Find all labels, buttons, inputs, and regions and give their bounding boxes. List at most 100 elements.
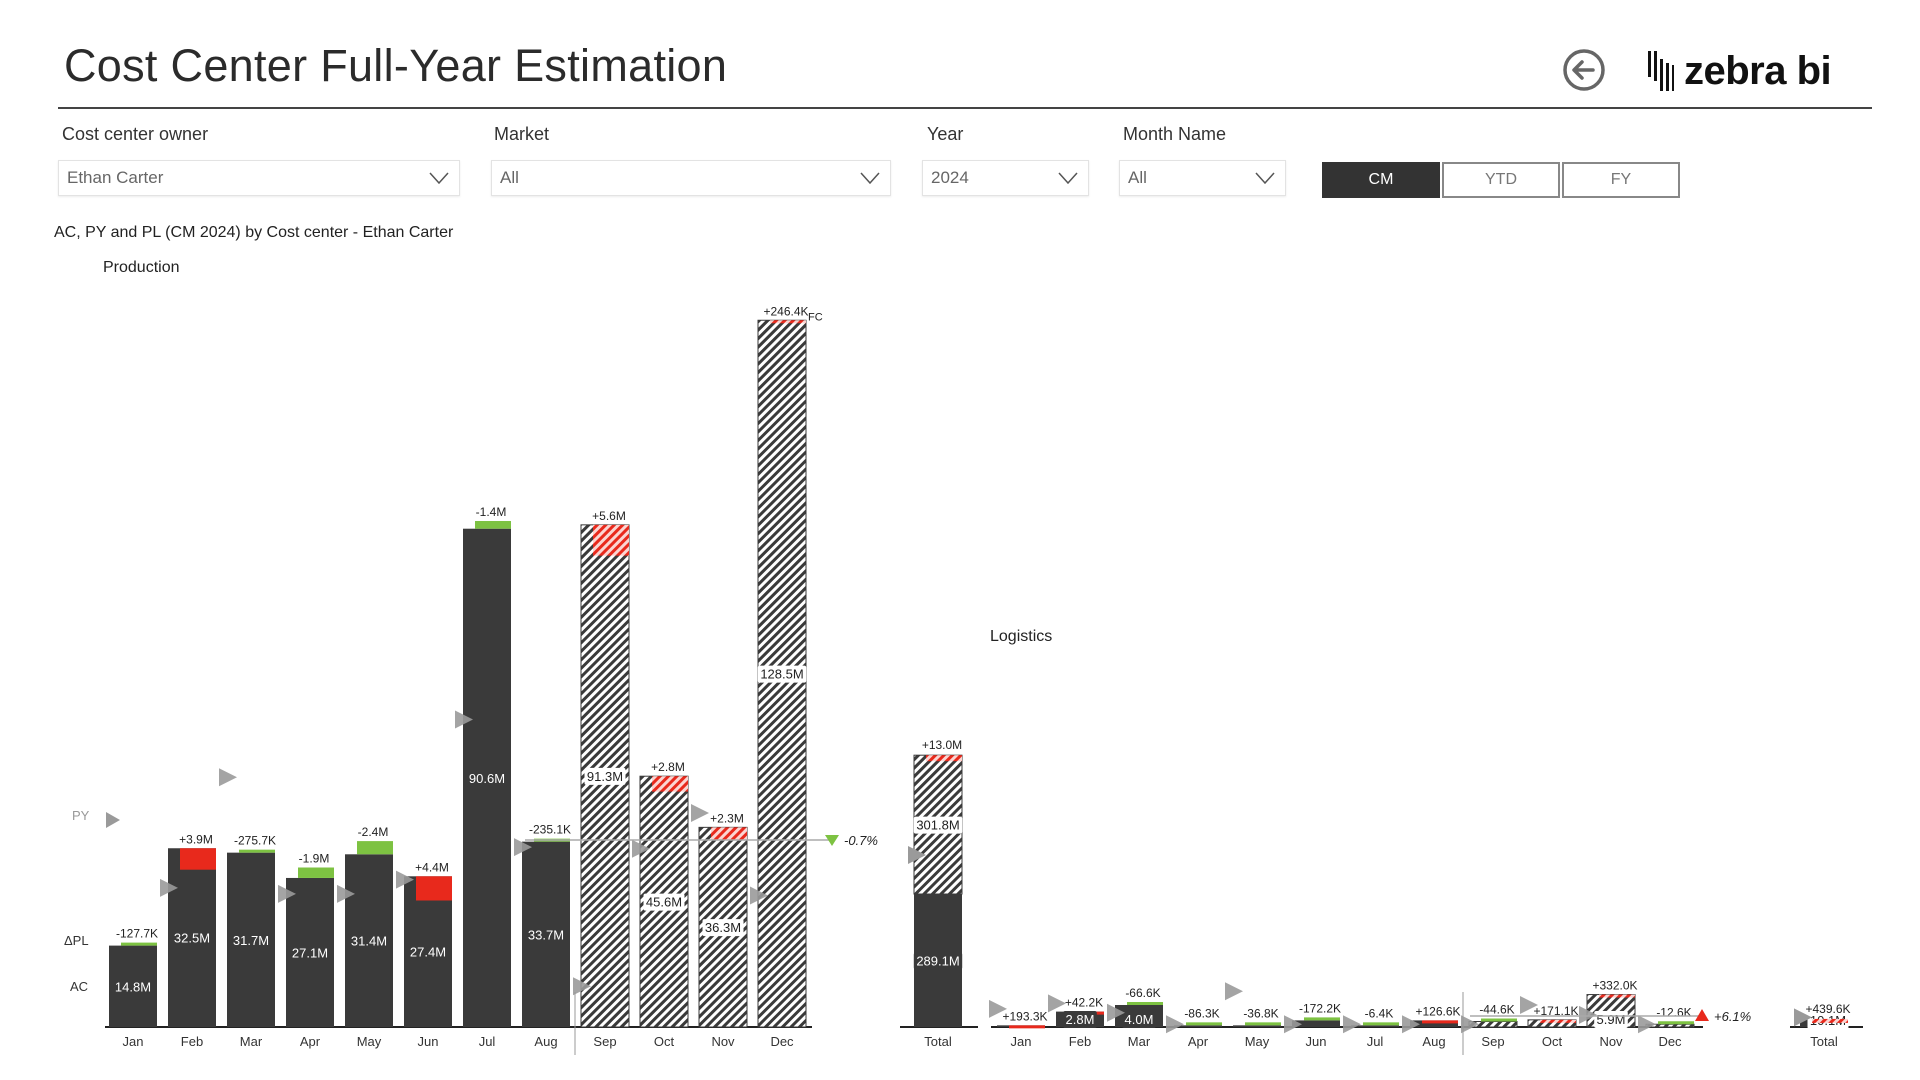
value-label-may-bg bbox=[348, 932, 390, 950]
value-label-sep-bg bbox=[584, 767, 626, 785]
delta-label-dec: +246.4K bbox=[763, 304, 808, 318]
delta-pl-bar-mar bbox=[1127, 1002, 1163, 1005]
dropdown-value: 2024 bbox=[931, 168, 969, 187]
delta-label-feb: +42.2K bbox=[1065, 996, 1103, 1010]
total-delta-bar bbox=[1812, 1018, 1848, 1023]
delta-pl-bar-nov bbox=[1599, 994, 1635, 998]
py-marker-feb bbox=[160, 878, 178, 897]
arrow-left-circle-icon bbox=[1563, 49, 1605, 91]
market-dropdown[interactable]: All bbox=[491, 160, 891, 196]
actual-bar-aug bbox=[1410, 1020, 1458, 1027]
back-button[interactable] bbox=[1562, 48, 1606, 92]
delta-pl-bar-jan bbox=[121, 942, 157, 946]
delta-label-jan: -127.7K bbox=[116, 927, 158, 941]
delta-label-nov: +2.3M bbox=[710, 811, 744, 825]
filter-label-market: Market bbox=[494, 124, 550, 144]
chart-production: -127.7K 14.8M Jan +3.9M 32.5M Feb -275.7K 31.7M… bbox=[105, 304, 978, 1055]
category-label-nov: Nov bbox=[1599, 1034, 1623, 1049]
triangle-up-icon bbox=[1695, 1009, 1709, 1021]
bar-group-aug: -235.1K 33.7M Aug bbox=[514, 823, 571, 1049]
delta-pl-bar-oct bbox=[1540, 1019, 1576, 1023]
bar-group-nov: +332.0K 5.9M Nov bbox=[1579, 979, 1638, 1049]
value-label-mar: 31.7M bbox=[233, 933, 269, 948]
delta-label-sep: -44.6K bbox=[1479, 1003, 1514, 1017]
bar-group-dec: +246.4K FC 128.5M Dec bbox=[750, 304, 823, 1049]
category-label-apr: Apr bbox=[300, 1034, 321, 1049]
bar-group-feb: +3.9M 32.5M Feb bbox=[160, 832, 216, 1049]
value-label-jun-bg bbox=[407, 943, 449, 961]
delta-label-feb: +3.9M bbox=[179, 832, 213, 846]
value-label-may: 31.4M bbox=[351, 934, 387, 949]
delta-label-may: -36.8K bbox=[1243, 1006, 1278, 1020]
bar-group-jan: +193.3K Jan bbox=[989, 999, 1048, 1049]
delta-pl-bar-dec bbox=[1658, 1021, 1694, 1025]
bar-group-feb: +42.2K 2.8M Feb bbox=[1048, 994, 1104, 1049]
value-label-feb-bg bbox=[171, 929, 213, 947]
delta-label-apr: -86.3K bbox=[1184, 1006, 1219, 1020]
delta-label-jan: +193.3K bbox=[1002, 1009, 1047, 1023]
bar-group-jun: +4.4M 27.4M Jun bbox=[396, 860, 452, 1049]
reference-label: +6.1% bbox=[1714, 1009, 1751, 1024]
value-label-jul-bg bbox=[466, 769, 508, 787]
toggle-ytd[interactable]: YTD bbox=[1442, 162, 1560, 198]
bar-group-jul: -6.4K Jul bbox=[1343, 1006, 1399, 1049]
category-label-nov: Nov bbox=[711, 1034, 735, 1049]
py-marker-may bbox=[1225, 982, 1243, 1001]
bar-group-mar: -275.7K 31.7M Mar bbox=[219, 768, 276, 1049]
delta-label-jun: -172.2K bbox=[1299, 1001, 1341, 1015]
category-label-oct: Oct bbox=[654, 1034, 675, 1049]
py-marker-nov bbox=[691, 804, 709, 823]
value-label-sep: 91.3M bbox=[587, 769, 623, 784]
bar-group-sep: -44.6K Sep bbox=[1461, 1003, 1518, 1049]
delta-pl-bar-jul bbox=[1363, 1022, 1399, 1026]
category-label-sep: Sep bbox=[593, 1034, 616, 1049]
reference-label: -0.7% bbox=[844, 833, 878, 848]
bar-group-dec: -12.6K Dec bbox=[1638, 1005, 1695, 1049]
month-name-dropdown[interactable]: All bbox=[1119, 160, 1286, 196]
year-dropdown[interactable]: 2024 bbox=[922, 160, 1089, 196]
delta-pl-bar-apr bbox=[298, 867, 334, 878]
chart-title-logistics: Logistics bbox=[990, 628, 1053, 645]
total-forecast-label-bg bbox=[913, 816, 963, 834]
py-marker-apr bbox=[1166, 1015, 1184, 1034]
delta-label-mar: -66.6K bbox=[1125, 986, 1160, 1000]
py-marker-aug bbox=[1402, 1015, 1420, 1034]
delta-pl-bar-may bbox=[357, 841, 393, 855]
filter-label-year: Year bbox=[927, 124, 964, 144]
category-label-mar: Mar bbox=[1128, 1034, 1151, 1049]
logo-text: zebra bi bbox=[1684, 48, 1832, 93]
category-label-may: May bbox=[357, 1034, 382, 1049]
category-label-dec: Dec bbox=[1658, 1034, 1682, 1049]
category-label-dec: Dec bbox=[770, 1034, 794, 1049]
toggle-cm[interactable]: CM bbox=[1322, 162, 1440, 198]
category-label-aug: Aug bbox=[1422, 1034, 1445, 1049]
category-label-feb: Feb bbox=[1069, 1034, 1091, 1049]
total-forecast-label: 301.8M bbox=[916, 818, 959, 833]
actual-bar-jun bbox=[1292, 1020, 1340, 1027]
bar-group-jul: -1.4M 90.6M Jul bbox=[455, 505, 511, 1049]
zebra-stripes-icon bbox=[1648, 51, 1674, 91]
value-label-aug: 33.7M bbox=[528, 927, 564, 942]
chart-logistics: +193.3K Jan +42.2K 2.8M Feb -66.6K 4.0M Mar -86.… bbox=[989, 979, 1863, 1055]
py-legend-marker bbox=[106, 812, 120, 828]
value-label-nov-bg bbox=[702, 919, 744, 937]
zebra-bi-logo: zebra bi bbox=[1648, 46, 1832, 96]
actual-bar-jul bbox=[1351, 1025, 1399, 1027]
cost-center-owner-dropdown[interactable]: Ethan Carter bbox=[58, 160, 460, 196]
py-marker-sep bbox=[573, 977, 591, 996]
delta-pl-bar-dec bbox=[770, 320, 806, 324]
delta-pl-bar-jul bbox=[475, 521, 511, 529]
delta-label-apr: -1.9M bbox=[299, 852, 330, 866]
value-label-jan: 14.8M bbox=[115, 979, 151, 994]
total-category-label: Total bbox=[1810, 1034, 1838, 1049]
chevron-down-icon bbox=[860, 172, 880, 184]
value-label-dec: 128.5M bbox=[760, 667, 803, 682]
category-label-aug: Aug bbox=[534, 1034, 557, 1049]
py-marker-may bbox=[337, 884, 355, 903]
category-label-jan: Jan bbox=[123, 1034, 144, 1049]
triangle-down-icon bbox=[825, 835, 839, 846]
py-marker-mar bbox=[1107, 1003, 1125, 1022]
toggle-fy[interactable]: FY bbox=[1562, 162, 1680, 198]
value-label-mar: 4.0M bbox=[1125, 1012, 1154, 1027]
